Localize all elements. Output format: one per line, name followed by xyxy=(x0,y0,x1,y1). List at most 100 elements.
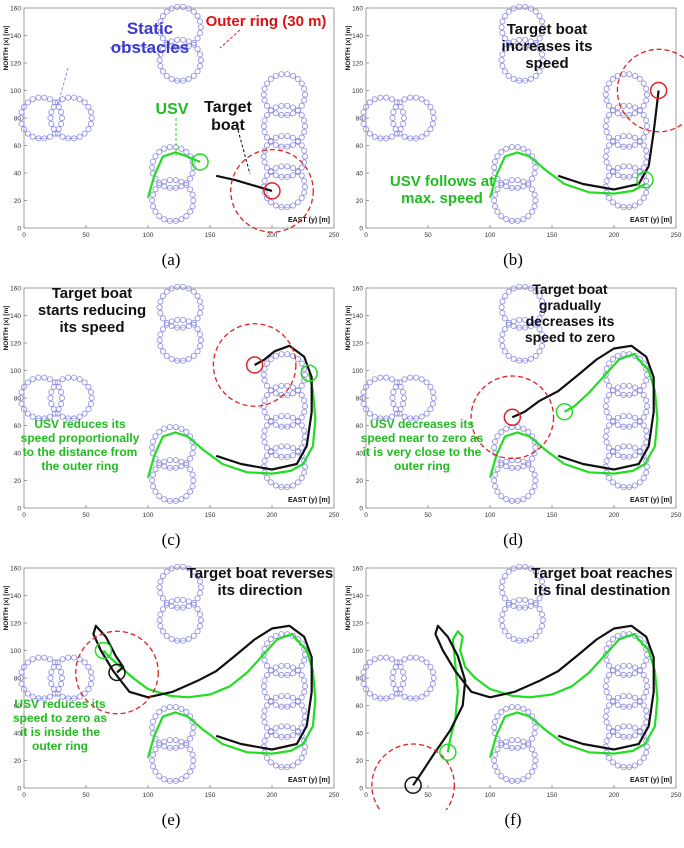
panel-note: outer ring xyxy=(32,739,88,753)
x-tick-label: 200 xyxy=(609,232,620,239)
y-tick-label: 100 xyxy=(352,88,363,95)
panel-note: Outer ring (30 m) xyxy=(206,13,327,30)
x-tick-label: 250 xyxy=(329,792,340,799)
x-tick-label: 50 xyxy=(82,232,90,239)
panel-note: it is inside the xyxy=(20,725,100,739)
panel-note: Target boat xyxy=(532,281,608,297)
y-tick-label: 20 xyxy=(356,758,364,765)
y-tick-label: 120 xyxy=(352,61,363,68)
y-tick-label: 160 xyxy=(352,6,363,13)
panel-note: Target boat xyxy=(52,285,133,302)
panel-note: the outer ring xyxy=(41,459,118,473)
panel-note: USV reduces its xyxy=(34,417,126,431)
y-tick-label: 140 xyxy=(352,33,363,40)
y-tick-label: 0 xyxy=(359,786,363,793)
y-tick-label: 160 xyxy=(352,286,363,293)
panel-note: it is very close to the xyxy=(363,445,482,459)
y-tick-label: 40 xyxy=(356,731,364,738)
y-tick-label: 40 xyxy=(14,451,22,458)
y-tick-label: 40 xyxy=(14,171,22,178)
panel-note: speed proportionally xyxy=(21,431,140,445)
panel-note: its final destination xyxy=(534,582,671,599)
y-tick-label: 140 xyxy=(10,593,21,600)
y-tick-label: 20 xyxy=(14,198,22,205)
panel-e-plot: 0 50 100 150 200 250020406080100120140160NORT… xyxy=(0,560,342,810)
panel-caption: (b) xyxy=(453,250,573,270)
y-tick-label: 0 xyxy=(17,506,21,513)
obstacle-bead xyxy=(19,390,24,395)
obstacle-bead xyxy=(361,110,366,115)
x-tick-label: 200 xyxy=(609,512,620,519)
y-tick-label: 20 xyxy=(356,198,364,205)
obstacle-bead xyxy=(19,670,24,675)
x-tick-label: 0 xyxy=(364,792,368,799)
x-axis-label: EAST (y) [m] xyxy=(630,497,672,504)
y-tick-label: 140 xyxy=(352,593,363,600)
panel-caption: (f) xyxy=(453,810,573,830)
x-tick-label: 150 xyxy=(547,512,558,519)
x-tick-label: 50 xyxy=(424,792,432,799)
obstacle-bead xyxy=(19,681,24,686)
panel-d-plot: 0 50 100 150 200 250020406080100120140160NORT… xyxy=(342,280,684,530)
y-tick-label: 140 xyxy=(352,313,363,320)
x-axis-label: EAST (y) [m] xyxy=(630,217,672,224)
panel-note: its direction xyxy=(217,582,302,599)
obstacle-bead xyxy=(361,121,366,126)
panel-c-plot: 0 50 100 150 200 250020406080100120140160NORT… xyxy=(0,280,342,530)
x-tick-label: 250 xyxy=(671,232,682,239)
panel-caption: (a) xyxy=(111,250,231,270)
x-tick-label: 50 xyxy=(82,792,90,799)
panel-note: Target boat reaches xyxy=(531,565,672,582)
x-tick-label: 150 xyxy=(547,232,558,239)
x-tick-label: 200 xyxy=(267,792,278,799)
x-tick-label: 150 xyxy=(205,232,216,239)
panel-note: its speed xyxy=(59,319,124,336)
y-tick-label: 160 xyxy=(10,286,21,293)
x-tick-label: 50 xyxy=(424,512,432,519)
y-tick-label: 160 xyxy=(10,6,21,13)
y-tick-label: 20 xyxy=(14,478,22,485)
x-tick-label: 0 xyxy=(22,232,26,239)
x-tick-label: 0 xyxy=(364,232,368,239)
panel-note: USV reduces its xyxy=(14,697,106,711)
panel-note: boat xyxy=(211,117,245,134)
y-tick-label: 20 xyxy=(356,478,364,485)
x-axis-label: EAST (y) [m] xyxy=(288,497,330,504)
obstacle-bead xyxy=(19,401,24,406)
y-axis-label: NORTH (x) [m] xyxy=(345,586,352,631)
x-tick-label: 100 xyxy=(143,792,154,799)
y-tick-label: 120 xyxy=(352,341,363,348)
y-axis-label: NORTH (x) [m] xyxy=(3,306,10,351)
panel-note: Static xyxy=(127,19,173,38)
y-tick-label: 40 xyxy=(356,171,364,178)
x-tick-label: 200 xyxy=(267,232,278,239)
y-tick-label: 100 xyxy=(352,648,363,655)
y-axis-label: NORTH (x) [m] xyxy=(3,586,10,631)
y-tick-label: 60 xyxy=(356,423,364,430)
x-tick-label: 200 xyxy=(609,792,620,799)
x-tick-label: 250 xyxy=(329,512,340,519)
x-tick-label: 200 xyxy=(267,512,278,519)
obstacle-bead xyxy=(19,110,24,115)
y-tick-label: 0 xyxy=(359,226,363,233)
obstacle-bead xyxy=(361,401,366,406)
y-tick-label: 100 xyxy=(352,368,363,375)
y-tick-label: 120 xyxy=(10,61,21,68)
x-tick-label: 250 xyxy=(671,512,682,519)
y-tick-label: 0 xyxy=(17,226,21,233)
panel-note: USV follows at xyxy=(390,173,494,190)
y-tick-label: 60 xyxy=(356,703,364,710)
x-tick-label: 0 xyxy=(22,512,26,519)
panel-note: outer ring xyxy=(394,459,450,473)
x-tick-label: 150 xyxy=(205,512,216,519)
x-axis-label: EAST (y) [m] xyxy=(288,217,330,224)
y-tick-label: 60 xyxy=(14,423,22,430)
y-axis-label: NORTH (x) [m] xyxy=(3,26,10,71)
y-tick-label: 100 xyxy=(10,88,21,95)
y-tick-label: 140 xyxy=(10,33,21,40)
x-tick-label: 250 xyxy=(329,232,340,239)
panel-note: speed near to zero as xyxy=(361,431,484,445)
panel-note: USV xyxy=(156,101,189,118)
panel-note: Target boat xyxy=(507,21,588,38)
